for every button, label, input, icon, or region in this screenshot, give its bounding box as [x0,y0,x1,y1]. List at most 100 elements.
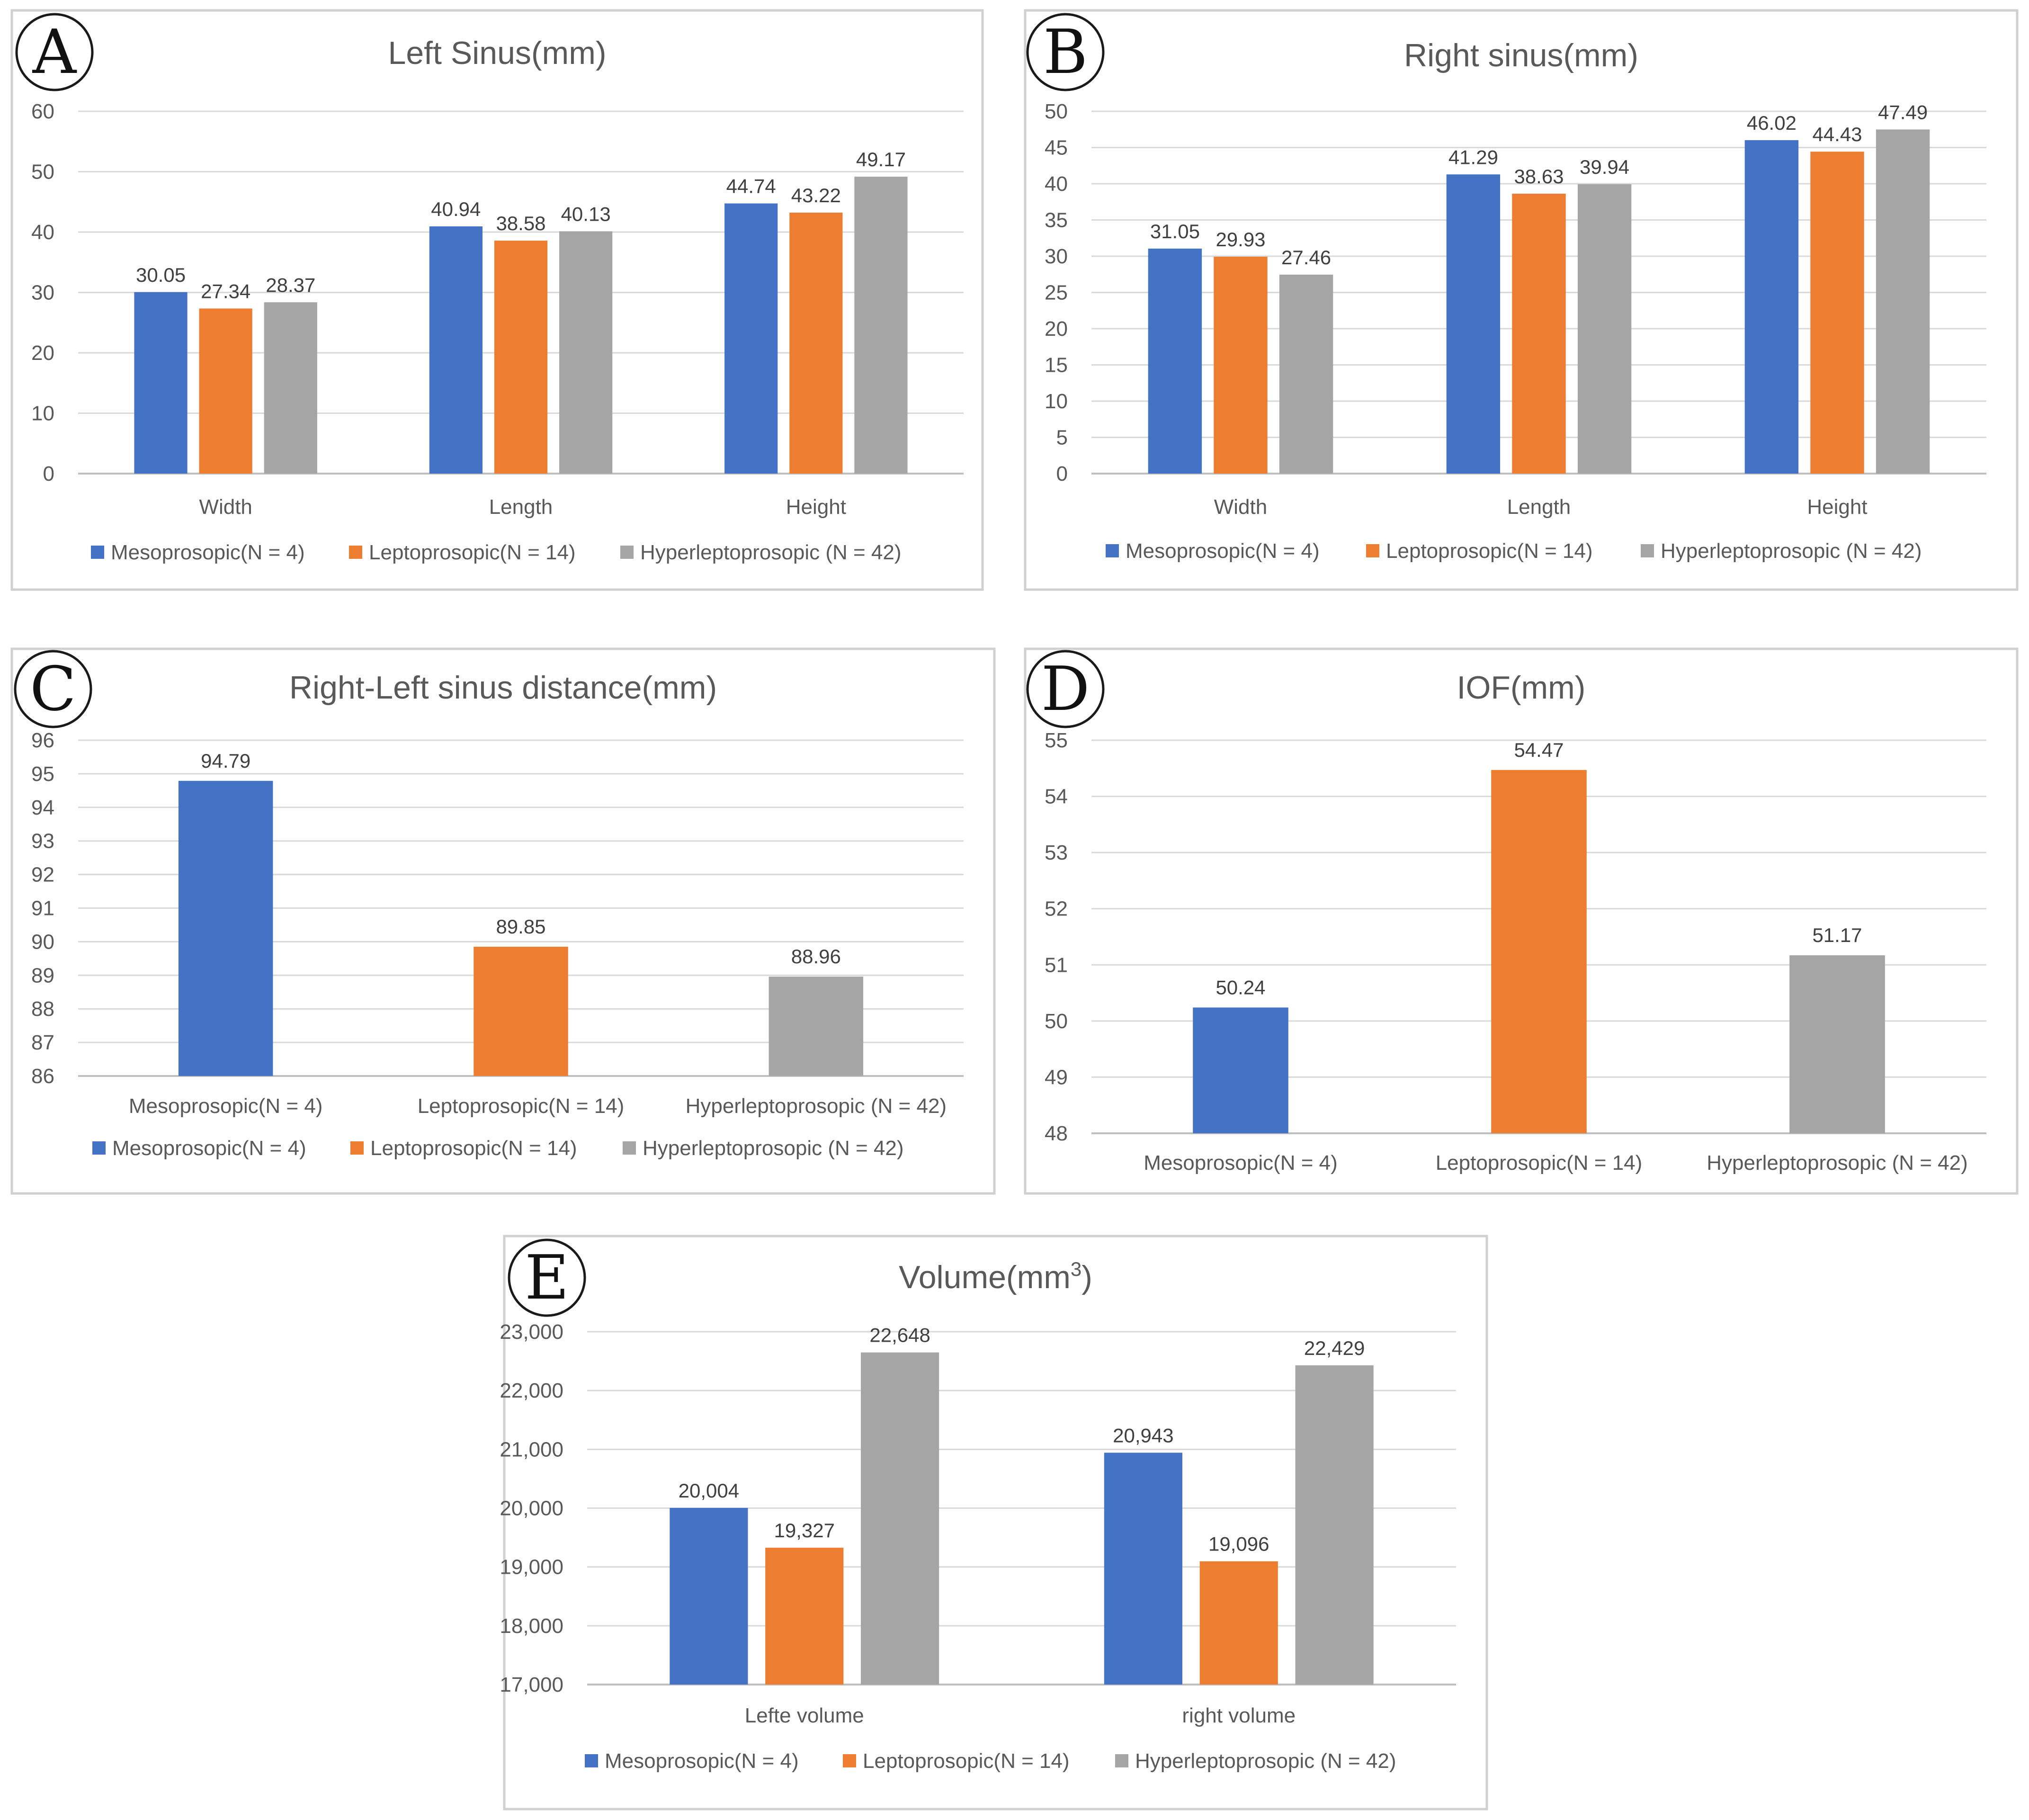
data-label: 28.37 [266,274,315,296]
chart-panel-e: Volume(mm3) E 17,000 18,000 19,000 20,000 21,0… [500,1235,1488,1811]
bar-c-1 [474,947,568,1076]
panel-badge: B [1026,13,1105,91]
y-tick-label: 5 [1056,426,1068,449]
y-tick-label: 96 [31,729,54,752]
y-tick-label: 10 [1045,390,1068,413]
legend-label: Hyperleptoprosopic (N = 42) [640,541,901,564]
bar-a-2-2 [854,177,908,474]
bar-e-0-0 [670,1508,748,1685]
y-tick-label: 0 [1056,462,1068,485]
legend-label: Hyperleptoprosopic (N = 42) [1135,1749,1396,1773]
bar-b-1-2 [1810,152,1864,474]
x-tick-label: Leptoprosopic(N = 14) [418,1094,625,1118]
legend-swatch [91,546,104,559]
x-tick-label: Hyperleptoprosopic (N = 42) [1707,1151,1967,1174]
chart-title-text: Volume(mm [899,1259,1071,1295]
data-label: 38.63 [1514,165,1564,188]
data-label: 22,429 [1304,1337,1365,1359]
y-tick-label: 53 [1045,841,1068,864]
legend: Mesoprosopic(N = 4) Leptoprosopic(N = 14)… [1106,539,1922,563]
y-tick-label: 89 [31,964,54,987]
bar-b-0-1 [1446,174,1501,474]
data-label: 44.74 [726,175,776,197]
bar-b-2-2 [1876,129,1930,474]
y-tick-label: 48 [1045,1122,1068,1145]
y-tick-label: 25 [1045,281,1068,305]
y-tick-label: 90 [31,930,54,953]
data-label: 31.05 [1150,220,1200,242]
data-label: 40.94 [431,198,481,220]
x-tick-label: Mesoprosopic(N = 4) [129,1094,323,1118]
y-tick-label: 35 [1045,209,1068,232]
data-label: 41.29 [1448,146,1498,168]
data-label: 20,943 [1113,1424,1173,1446]
bar-a-0-1 [429,226,483,474]
legend-label: Mesoprosopic(N = 4) [112,1137,306,1160]
legend: Mesoprosopic(N = 4) Leptoprosopic(N = 14)… [92,1137,903,1160]
y-tick-label: 60 [31,100,54,123]
y-tick-label: 20,000 [500,1497,563,1520]
chart-title-text: IOF(mm) [1457,670,1586,706]
data-label: 30.05 [136,264,186,286]
bar-a-0-2 [724,203,778,474]
bar-e-1-1 [1199,1561,1278,1685]
legend-label: Leptoprosopic(N = 14) [370,1137,577,1160]
x-tick-label: right volume [1182,1704,1296,1727]
chart-title-text: Right sinus(mm) [1404,37,1638,73]
legend-swatch [843,1754,856,1767]
data-label: 44.43 [1812,123,1862,145]
x-tick-label: Mesoprosopic(N = 4) [1144,1151,1338,1174]
x-tick-label: Width [199,495,252,519]
y-tick-label: 52 [1045,897,1068,921]
bar-d-1 [1491,770,1587,1133]
y-tick-label: 18,000 [500,1614,563,1638]
y-tick-label: 21,000 [500,1438,563,1461]
x-tick-label: Lefte volume [745,1704,864,1727]
bar-e-2-1 [1295,1365,1374,1685]
bar-d-0 [1193,1007,1288,1133]
legend-label: Hyperleptoprosopic (N = 42) [1661,539,1922,563]
data-label: 43.22 [791,184,841,206]
y-tick-label: 51 [1045,953,1068,977]
legend-label: Leptoprosopic(N = 14) [369,541,576,564]
data-label: 27.34 [201,280,250,302]
bar-b-2-0 [1279,274,1333,474]
legend-label: Mesoprosopic(N = 4) [111,541,305,564]
panel-badge: E [508,1238,586,1317]
bar-a-1-0 [199,308,252,474]
data-label: 20,004 [679,1479,739,1502]
chart-panel-a: Left Sinus(mm) A 0 10 20 30 40 50 60 30.05 27.34 28… [10,9,984,591]
data-label: 49.17 [856,148,906,170]
y-tick-label: 45 [1045,136,1068,160]
bar-a-1-1 [494,241,548,474]
y-tick-label: 88 [31,997,54,1021]
x-tick-label: Leptoprosopic(N = 14) [1436,1151,1643,1174]
y-tick-label: 91 [31,897,54,920]
y-tick-label: 20 [31,341,54,365]
bar-e-0-1 [1104,1452,1182,1685]
x-tick-label: Height [786,495,846,519]
bar-b-1-0 [1214,257,1268,474]
bar-a-2-0 [264,302,317,474]
y-tick-label: 30 [1045,245,1068,268]
chart-title: Right-Left sinus distance(mm) [289,670,717,706]
data-label: 40.13 [561,203,611,225]
y-tick-label: 93 [31,830,54,853]
data-label: 29.93 [1216,228,1265,251]
y-tick-label: 49 [1045,1066,1068,1089]
y-tick-label: 55 [1045,729,1068,752]
panel-badge-letter: D [1041,654,1090,725]
bar-a-1-2 [789,212,843,474]
bar-a-0-0 [134,292,188,474]
bar-e-1-0 [765,1548,844,1685]
y-tick-label: 54 [1045,785,1068,808]
data-label: 89.85 [496,915,545,938]
x-tick-label: Length [489,495,553,519]
legend-swatch [620,546,634,559]
legend-label: Mesoprosopic(N = 4) [1126,539,1320,563]
x-tick-label: Length [1507,495,1571,519]
legend-swatch [1115,1754,1128,1767]
bar-b-0-0 [1148,248,1202,474]
y-tick-label: 10 [31,402,54,425]
data-label: 50.24 [1216,976,1265,998]
